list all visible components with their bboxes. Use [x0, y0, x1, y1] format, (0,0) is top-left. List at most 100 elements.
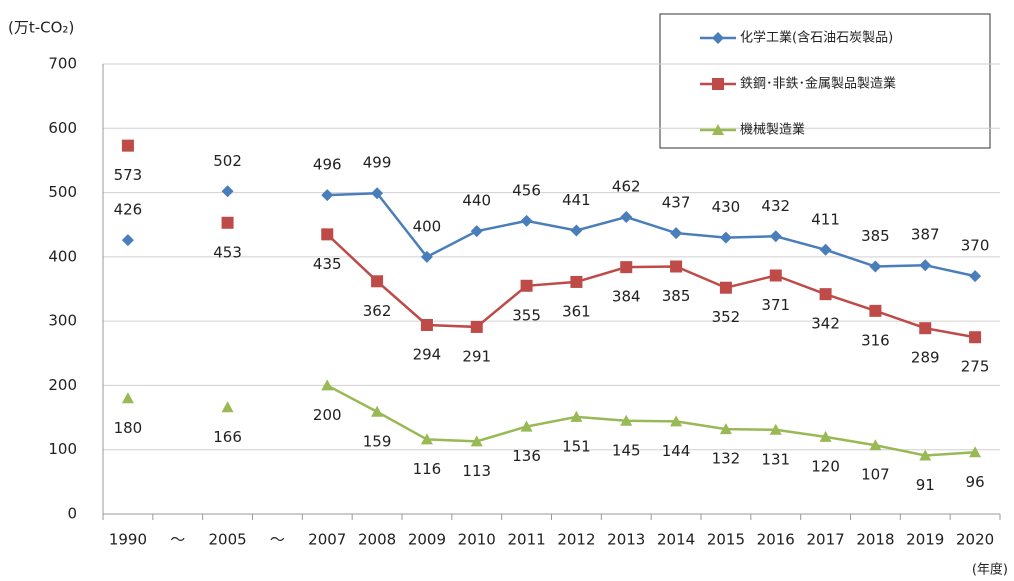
data-label: 496	[313, 156, 342, 174]
data-label: 116	[413, 460, 442, 478]
data-label: 573	[114, 166, 143, 184]
data-point	[221, 401, 234, 413]
data-label: 352	[712, 308, 741, 326]
data-label: 180	[114, 419, 143, 437]
data-point	[121, 139, 134, 152]
data-label: 432	[761, 197, 790, 215]
data-point	[719, 231, 732, 244]
data-point	[769, 230, 782, 243]
data-label: 370	[961, 237, 990, 255]
data-point	[819, 243, 832, 256]
data-label: 453	[213, 243, 242, 261]
data-point	[869, 260, 882, 273]
data-label: 456	[512, 181, 541, 199]
y-tick-label: 400	[48, 247, 77, 265]
data-point	[321, 379, 334, 391]
data-label: 132	[712, 450, 741, 468]
data-point	[121, 392, 134, 404]
series-line	[326, 384, 976, 457]
data-point	[869, 304, 882, 317]
x-tick-label: 2012	[557, 531, 595, 549]
data-point	[719, 281, 732, 294]
x-tick-label: ～	[270, 531, 285, 549]
x-tick-label: 2015	[707, 531, 745, 549]
data-label: 166	[213, 428, 242, 446]
data-point	[919, 259, 932, 272]
x-tick-label: 2017	[806, 531, 844, 549]
data-label: 113	[462, 462, 491, 480]
data-point	[570, 275, 583, 288]
data-label: 342	[811, 315, 840, 333]
data-point	[470, 225, 483, 238]
x-tick-label: 2016	[757, 531, 795, 549]
data-point	[520, 214, 533, 227]
data-label: 400	[413, 217, 442, 235]
data-label: 430	[712, 198, 741, 216]
data-label: 371	[761, 296, 790, 314]
data-label: 411	[811, 210, 840, 228]
data-label: 437	[662, 194, 691, 212]
data-point	[221, 216, 234, 229]
data-label: 120	[811, 457, 840, 475]
data-label: 291	[462, 347, 491, 365]
data-point	[819, 430, 832, 442]
x-tick-label: 2013	[607, 531, 645, 549]
data-label: 502	[213, 152, 242, 170]
y-tick-label: 700	[48, 55, 77, 73]
data-label: 131	[761, 450, 790, 468]
data-point	[321, 189, 334, 202]
data-point	[769, 423, 782, 435]
data-point	[670, 260, 683, 273]
x-axis-label: (年度)	[972, 562, 1008, 578]
data-point	[620, 211, 633, 223]
data-label: 426	[114, 201, 143, 219]
data-label: 107	[861, 466, 890, 484]
data-point	[719, 423, 732, 435]
data-label: 275	[961, 358, 990, 376]
x-tick-label: 2010	[458, 531, 496, 549]
legend-label: 化学工業(含石油石炭製品)	[740, 30, 893, 46]
data-point	[371, 275, 384, 288]
data-point	[869, 439, 882, 451]
data-point	[420, 433, 433, 445]
data-point	[620, 414, 633, 426]
data-point	[121, 234, 134, 247]
data-point	[769, 269, 782, 282]
data-label: 384	[612, 288, 641, 306]
data-label: 289	[911, 349, 940, 367]
x-tick-label: 2005	[208, 531, 246, 549]
data-point	[969, 270, 982, 283]
data-point	[570, 410, 583, 422]
data-label: 136	[512, 447, 541, 465]
x-tick-label: 2008	[358, 531, 396, 549]
data-label: 385	[662, 287, 691, 305]
data-label: 362	[363, 302, 392, 320]
data-point	[670, 415, 683, 427]
x-tick-label: 2014	[657, 531, 695, 549]
y-tick-label: 500	[48, 183, 77, 201]
data-point	[670, 227, 683, 240]
x-tick-label: 2018	[856, 531, 894, 549]
data-label: 387	[911, 226, 940, 244]
legend-marker	[712, 32, 724, 44]
data-point	[819, 288, 832, 301]
x-tick-label: ～	[170, 531, 185, 549]
data-point	[470, 435, 483, 447]
legend-marker	[712, 124, 724, 135]
y-axis-label: (万t-CO₂)	[8, 19, 74, 37]
legend-label: 機械製造業	[740, 122, 805, 138]
data-label: 499	[363, 154, 392, 172]
legend-label: 鉄鋼･非鉄･金属製品製造業	[740, 76, 896, 92]
x-tick-label: 2011	[507, 531, 545, 549]
data-point	[470, 320, 483, 333]
y-tick-label: 100	[48, 440, 77, 458]
data-label: 96	[966, 473, 985, 491]
data-label: 159	[363, 432, 392, 450]
data-label: 435	[313, 255, 342, 273]
data-label: 355	[512, 306, 541, 324]
data-point	[371, 405, 384, 417]
data-label: 145	[612, 441, 641, 459]
data-point	[371, 187, 384, 200]
data-label: 316	[861, 331, 890, 349]
